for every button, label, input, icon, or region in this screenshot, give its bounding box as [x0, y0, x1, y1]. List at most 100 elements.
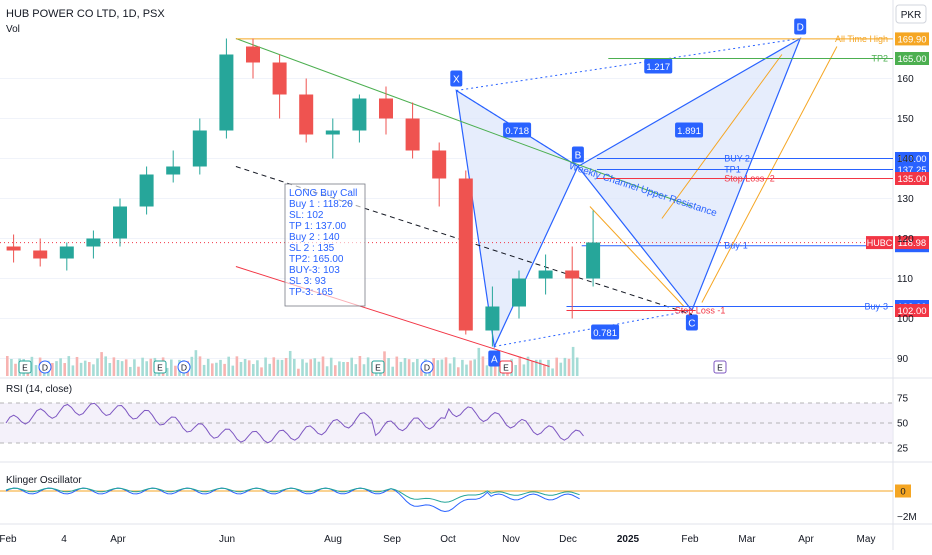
candle-body: [565, 270, 580, 279]
ratio-label: 1.217: [646, 62, 670, 73]
price-tag[interactable]: [895, 52, 929, 65]
pattern-point-badge[interactable]: [794, 18, 807, 35]
time-tick-label: Oct: [440, 534, 456, 545]
candle-body: [219, 54, 234, 131]
rsi-line: [5, 402, 584, 444]
klinger-zero-tag: [895, 484, 911, 498]
price-tick-label: 120: [897, 234, 914, 245]
price-tag[interactable]: [895, 32, 929, 46]
volume-bar: [264, 357, 267, 376]
rsi-tick-label: 25: [897, 444, 909, 455]
volume-bar: [75, 356, 79, 376]
ratio-badge[interactable]: [675, 122, 704, 138]
volume-bar: [391, 366, 394, 376]
volume-bar: [141, 357, 144, 376]
volume-bar: [358, 356, 362, 376]
level-label: TP2: [871, 54, 888, 64]
ratio-badge[interactable]: [644, 58, 673, 74]
channel-mid-line[interactable]: [235, 166, 693, 315]
volume-bar: [293, 358, 296, 376]
volume-bar: [247, 360, 251, 376]
volume-bar: [559, 362, 563, 376]
volume-bar: [395, 356, 399, 376]
price-axis[interactable]: 90 100 110 120 130 140 150 160: [897, 74, 914, 365]
last-price-symbol-tag[interactable]: [866, 236, 893, 250]
trade-note-box[interactable]: [284, 183, 366, 307]
event-marker-label: E: [717, 363, 723, 373]
volume-bar: [555, 357, 558, 376]
pattern-point-badge[interactable]: [571, 146, 584, 163]
price-tag-label: 169.90: [897, 34, 926, 45]
candle-body: [86, 238, 101, 247]
event-marker-label: D: [181, 363, 187, 373]
pattern-bcd-triangle[interactable]: [576, 37, 802, 312]
event-marker-dividend[interactable]: [38, 360, 52, 374]
event-marker-earnings[interactable]: [153, 360, 167, 374]
volume-bar: [309, 359, 312, 376]
last-price-tag[interactable]: [895, 236, 929, 250]
projection-line[interactable]: [589, 206, 685, 307]
klinger-zero-label: 0: [900, 487, 905, 498]
price-levels[interactable]: All Time High 169.90 TP2 165.00 BUY-2 140.00 T…: [0, 32, 929, 317]
event-marker-earnings[interactable]: [18, 360, 32, 374]
price-tag[interactable]: [895, 172, 929, 185]
volume-bar: [223, 363, 226, 376]
candle-body: [272, 62, 287, 95]
volume-bar: [522, 364, 526, 376]
volume-bar: [165, 367, 169, 376]
volume-bar: [256, 360, 259, 376]
volume-bar: [485, 365, 489, 376]
ratio-badge[interactable]: [503, 122, 532, 138]
candle-body: [379, 98, 393, 119]
volume-bar: [530, 360, 534, 376]
volume-bar: [215, 362, 218, 376]
event-marker-dividend[interactable]: [420, 360, 434, 374]
volume-bar: [198, 356, 202, 376]
volume-bar: [329, 357, 333, 376]
level-label: Stop Loss -2: [724, 174, 775, 184]
volume-bar: [268, 363, 271, 376]
volume-bar: [30, 356, 34, 376]
pattern-point-label: C: [688, 319, 695, 330]
ratio-badge[interactable]: [591, 324, 620, 340]
projection-line[interactable]: [701, 46, 838, 303]
volume-bar: [473, 359, 476, 376]
volume-bar: [334, 365, 337, 376]
volume-bar: [92, 364, 95, 376]
candle-body: [458, 178, 473, 331]
candle-body: [166, 166, 181, 175]
volume-bar: [420, 368, 423, 376]
pattern-point-badge[interactable]: [488, 350, 501, 367]
candle-body: [299, 94, 314, 135]
time-axis[interactable]: Feb 4 Apr Jun Aug Sep Oct Nov Dec 2025 Feb Mar Apr Ma…: [0, 534, 875, 545]
price-tag[interactable]: [895, 304, 929, 317]
candle-body: [432, 150, 447, 179]
event-marker-earnings[interactable]: [713, 360, 727, 374]
candle-body: [405, 118, 420, 151]
event-marker-earnings[interactable]: [371, 360, 385, 374]
klinger-title: Klinger Oscillator: [6, 475, 82, 486]
volume-bar: [411, 362, 415, 376]
candles: [6, 38, 601, 347]
pattern-point-label: B: [575, 151, 582, 162]
volume-bar: [55, 361, 58, 376]
volume-bar: [108, 362, 112, 376]
event-marker-dividend[interactable]: [177, 360, 191, 374]
price-tag[interactable]: [895, 152, 929, 165]
candle-body: [352, 98, 367, 131]
pattern-point-badge[interactable]: [685, 314, 698, 331]
currency-button[interactable]: PKR: [895, 4, 927, 24]
projection-line[interactable]: [661, 54, 783, 219]
volume-bar: [461, 359, 464, 376]
time-tick-label: Feb: [681, 534, 699, 545]
level-label: All Time High: [835, 34, 888, 44]
event-marker-earnings[interactable]: [499, 360, 513, 374]
price-tick-label: 90: [897, 354, 909, 365]
event-marker-label: E: [503, 363, 509, 373]
time-tick-label: Sep: [383, 534, 401, 545]
pattern-point-badge[interactable]: [450, 70, 463, 87]
price-tick-label: 110: [897, 274, 913, 285]
